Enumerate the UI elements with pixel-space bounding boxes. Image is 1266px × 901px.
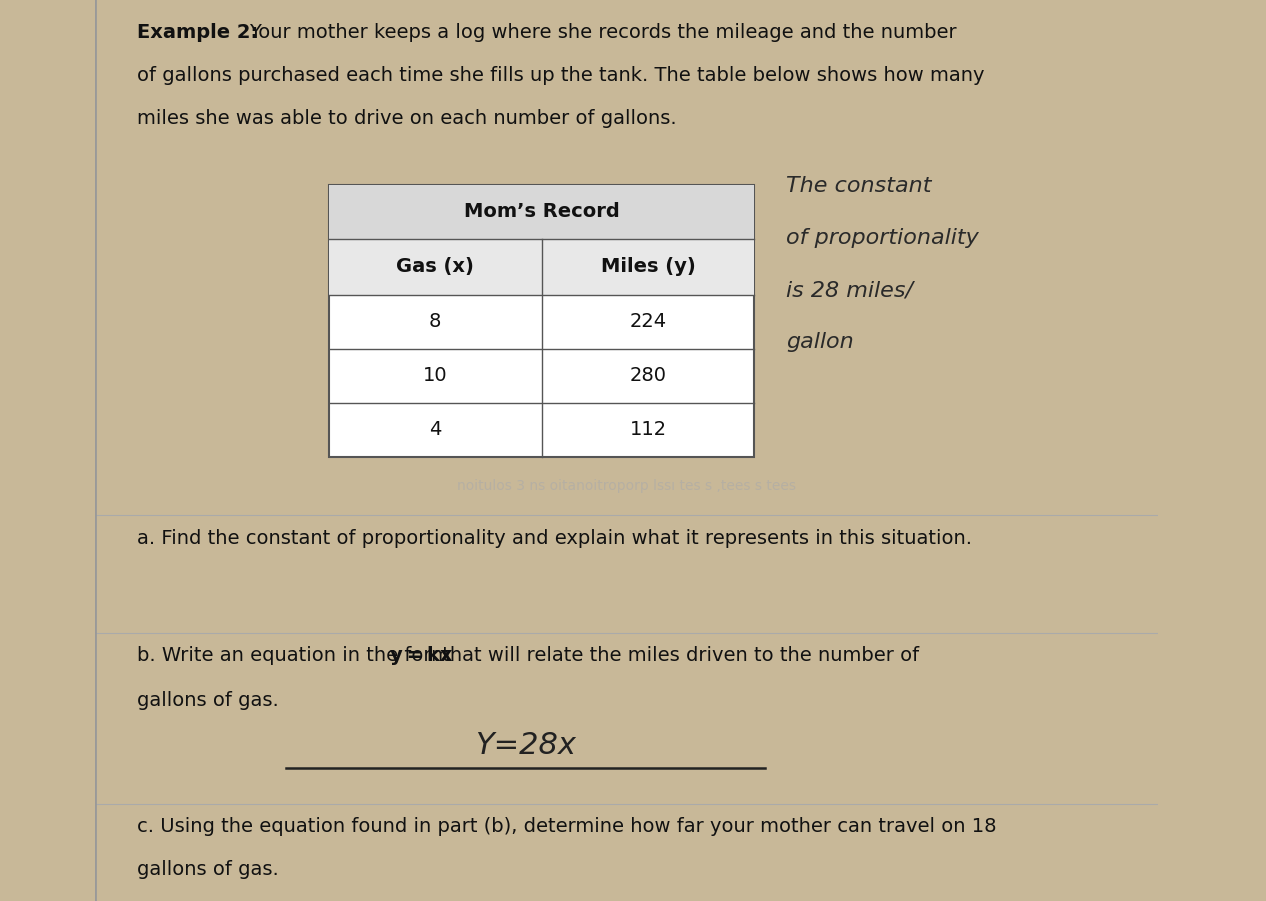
Text: Miles (y): Miles (y)	[600, 257, 695, 277]
Text: 112: 112	[629, 420, 666, 440]
Bar	[329, 185, 755, 239]
Text: gallons of gas.: gallons of gas.	[138, 860, 280, 879]
Text: gallons of gas.: gallons of gas.	[138, 691, 280, 710]
Text: y = kx: y = kx	[390, 646, 453, 665]
Text: that will relate the miles driven to the number of: that will relate the miles driven to the…	[436, 646, 919, 665]
Text: 4: 4	[429, 420, 442, 440]
Text: 224: 224	[629, 312, 666, 332]
Text: of proportionality: of proportionality	[786, 228, 979, 248]
Text: The constant: The constant	[786, 176, 932, 196]
Text: b. Write an equation in the form: b. Write an equation in the form	[138, 646, 457, 665]
Text: of gallons purchased each time she fills up the tank. The table below shows how : of gallons purchased each time she fills…	[138, 66, 985, 85]
Text: 10: 10	[423, 366, 448, 386]
Text: Gas (x): Gas (x)	[396, 257, 475, 277]
Text: Your mother keeps a log where she records the mileage and the number: Your mother keeps a log where she record…	[249, 23, 957, 41]
Text: Mom’s Record: Mom’s Record	[463, 202, 619, 222]
Text: miles she was able to drive on each number of gallons.: miles she was able to drive on each numb…	[138, 109, 677, 128]
Text: noitulos 3 ns oitanoitroporp lssı tes s ,tees s tees: noitulos 3 ns oitanoitroporp lssı tes s …	[457, 479, 796, 494]
Text: 280: 280	[629, 366, 666, 386]
Text: is 28 miles/: is 28 miles/	[786, 280, 913, 300]
Text: 8: 8	[429, 312, 442, 332]
Bar	[329, 185, 755, 457]
Text: Y=28x: Y=28x	[475, 732, 576, 760]
Bar	[329, 239, 755, 295]
Text: c. Using the equation found in part (b), determine how far your mother can trave: c. Using the equation found in part (b),…	[138, 817, 998, 836]
Text: Example 2:: Example 2:	[138, 23, 258, 41]
Text: gallon: gallon	[786, 332, 855, 352]
Text: a. Find the constant of proportionality and explain what it represents in this s: a. Find the constant of proportionality …	[138, 529, 972, 548]
